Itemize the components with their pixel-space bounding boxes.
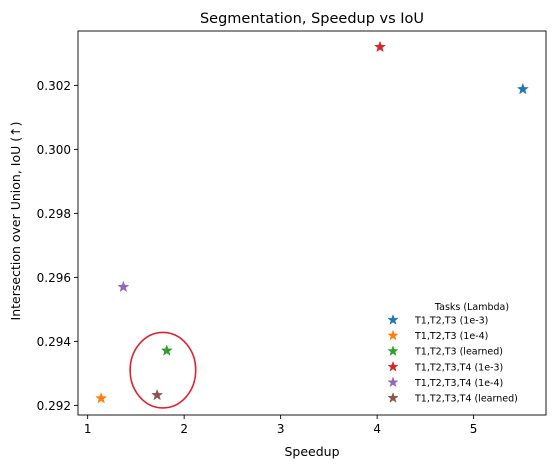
legend-title: Tasks (Lambda) bbox=[434, 302, 509, 313]
x-tick-label: 1 bbox=[84, 422, 92, 436]
x-tick-label: 5 bbox=[470, 422, 478, 436]
legend-label: T1,T2,T3 (1e-4) bbox=[414, 331, 488, 342]
legend-marker bbox=[387, 360, 399, 372]
legend-marker bbox=[387, 314, 399, 325]
y-tick-label: 0.298 bbox=[37, 207, 71, 221]
legend-marker bbox=[387, 345, 399, 357]
data-point bbox=[95, 392, 108, 404]
legend-label: T1,T2,T3,T4 (learned) bbox=[414, 394, 518, 405]
data-point bbox=[151, 388, 164, 401]
data-point bbox=[160, 344, 173, 356]
data-point bbox=[117, 280, 130, 293]
x-tick-label: 3 bbox=[277, 422, 285, 436]
data-point bbox=[516, 82, 529, 95]
highlight-ellipse bbox=[129, 331, 197, 409]
legend-marker bbox=[387, 329, 399, 341]
y-tick-label: 0.292 bbox=[37, 399, 71, 413]
chart-title: Segmentation, Speedup vs IoU bbox=[200, 11, 424, 27]
y-axis-label: Intersection over Union, IoU (↑) bbox=[8, 122, 23, 321]
legend-label: T1,T2,T3,T4 (1e-3) bbox=[414, 362, 503, 373]
legend-label: T1,T2,T3 (learned) bbox=[414, 347, 503, 358]
axes-frame bbox=[77, 30, 547, 416]
y-tick-label: 0.302 bbox=[37, 79, 71, 93]
data-point bbox=[374, 40, 387, 53]
x-axis-label: Speedup bbox=[284, 444, 339, 459]
plot-area: 1 2 3 4 5 0.292 0.294 0.296 0.298 0.300 0.302 bbox=[37, 30, 547, 436]
x-tick-label: 2 bbox=[180, 422, 188, 436]
legend-marker bbox=[387, 392, 399, 403]
y-tick-label: 0.294 bbox=[37, 335, 71, 349]
y-tick-label: 0.300 bbox=[37, 143, 71, 157]
x-tick-label: 4 bbox=[373, 422, 381, 436]
legend-label: T1,T2,T3,T4 (1e-4) bbox=[414, 378, 503, 389]
legend-label: T1,T2,T3 (1e-3) bbox=[414, 316, 488, 327]
y-tick-label: 0.296 bbox=[37, 271, 71, 285]
legend: Tasks (Lambda) T1,T2,T3 (1e-3) T1,T2,T3 (… bbox=[387, 302, 518, 405]
legend-marker bbox=[387, 376, 399, 388]
